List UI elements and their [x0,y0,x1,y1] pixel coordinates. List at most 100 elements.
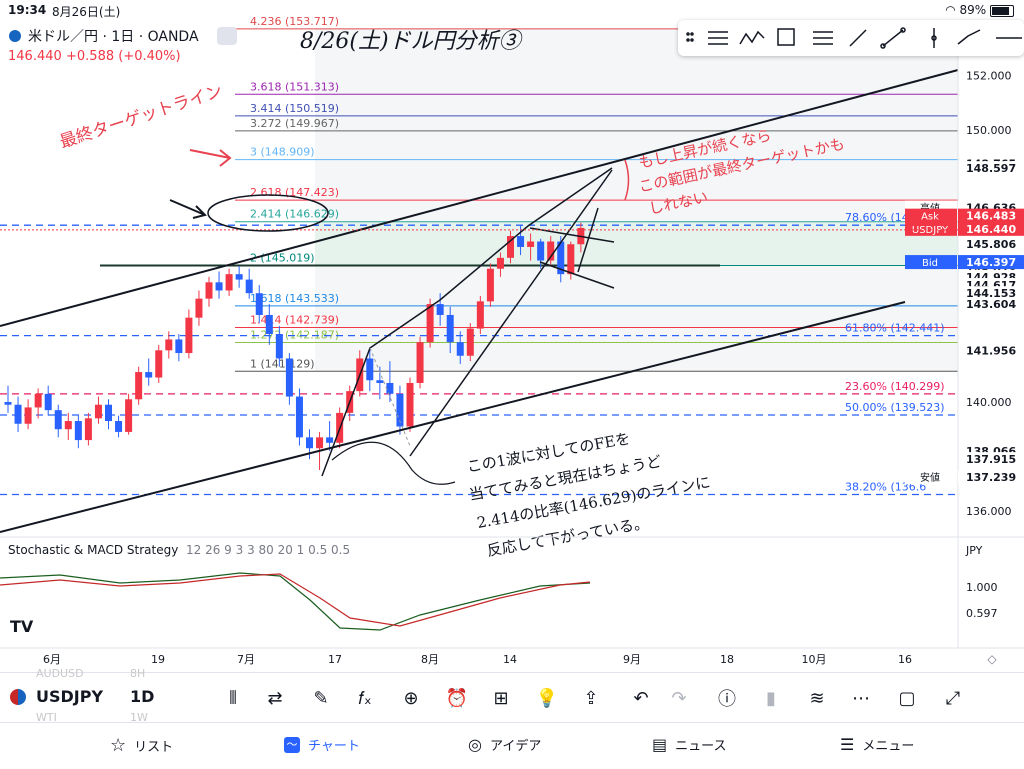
symbol-search-button[interactable]: USDJPY [36,687,104,706]
candle-body [306,437,313,449]
price-tag-background [960,452,1022,467]
candle-body [44,393,52,411]
drag-handle-icon[interactable] [686,32,694,42]
candle-body [486,268,494,302]
candle-body [547,241,555,261]
tradingview-logo: TV [10,617,34,636]
fib-retracement-icon[interactable] [813,31,833,45]
ideas-bulb-icon[interactable]: 💡 [535,687,559,709]
news-icon: ▤ [652,735,668,754]
chart-area[interactable]: 4.236 (153.717) 3.618 (151.313) 3.414 (150… [0,0,1024,672]
retracement-label: 50.00% (139.523) [845,401,945,414]
nav-ideas[interactable]: ◎ アイデア [468,735,541,754]
nav-label: チャート [308,739,360,754]
candle-body [105,404,112,422]
bottom-navigation: ☆ リスト 〜 チャート ◎ アイデア ▤ ニュース ☰ メニュー [0,722,1024,769]
ray-icon[interactable] [957,29,981,45]
fib-extension-label: 3.272 (149.967) [250,117,339,130]
fib-extension-label: 1 (141.129) [250,357,315,370]
candle-body [84,418,92,441]
low-badge-price-bg [958,470,1024,485]
add-icon[interactable]: ⊕ [403,687,419,709]
fib-extension-label: 2 (145.019) [250,251,315,264]
candle-body [396,393,404,427]
compare-icon[interactable]: ⇄ [267,687,283,709]
symbol-price-badge-bg [905,221,957,236]
replay-icon[interactable]: ≋ [809,687,825,709]
price-axis-tick: 152.000 [966,70,1012,83]
candle-body [145,372,153,378]
battery-indicator: ◠ 89% [945,3,1014,17]
drawing-pen-icon[interactable]: ✎ [313,687,329,709]
candle-body [316,437,324,449]
undo-icon[interactable]: ↶ [633,687,649,709]
indicator-params: 12 26 9 3 3 80 20 1 0.5 0.5 [186,543,350,557]
layout-grid-icon[interactable]: ⊞ [493,687,509,709]
bottom-toolbar: AUDUSD 8H WTI 1W USDJPY 1D ⫴ ⇄ ✎ 𝑓ₓ ⊕ ⏰ … [0,667,1024,724]
upper-channel-line [0,69,959,327]
wave-channel-line [409,169,613,457]
nav-news[interactable]: ▤ ニュース [652,735,726,754]
time-axis-tick: 10月 [802,653,827,666]
brush-icon[interactable] [849,29,867,47]
share-icon[interactable]: ⇪ [583,687,599,709]
final-target-note: 最終ターゲットライン [57,81,225,153]
candle-body [94,404,102,419]
price-axis-tick: 145.806 [966,238,1016,251]
symbol-flag-icon [10,689,26,705]
alert-clock-icon[interactable]: ⏰ [445,687,469,709]
candle-body [14,404,22,424]
candle-body [496,257,504,269]
fib-extension-label: 3.618 (151.313) [250,80,339,93]
time-axis-tick: 6月 [43,653,61,666]
ask-badge-price-bg [958,208,1024,223]
expand-icon[interactable]: ⤢ [945,687,961,709]
indicators-icon[interactable]: 𝑓ₓ [358,687,372,709]
candle-body [155,350,163,378]
candle-body [466,328,474,356]
candle-body [175,339,183,354]
fullscreen-square-icon[interactable]: ▢ [898,687,916,709]
low-badge-label: 安値 [920,471,940,484]
pattern-icon[interactable] [739,30,765,45]
candle-body [24,407,32,424]
signal-line [0,573,591,627]
nav-chart[interactable]: 〜 チャート [284,735,360,754]
fib-extension-label: 3.414 (150.519) [250,102,339,115]
star-icon: ☆ [110,735,127,756]
currency-label: JPY [965,544,983,557]
rectangle-icon[interactable] [777,28,795,46]
nav-watchlist[interactable]: ☆ リスト [110,735,173,756]
interval-button[interactable]: 1D [130,687,155,706]
parallel-channel-icon[interactable] [708,31,728,45]
status-bar: 19:34 8月26日(土) ◠ 89% [0,0,1024,20]
candle-body [64,421,72,430]
lower-channel-line [0,301,906,533]
candle-body [557,241,565,275]
more-icon[interactable]: ⋯ [852,687,870,709]
trend-line-icon[interactable] [880,27,906,49]
ghost-interval-2: 1W [130,711,148,724]
menu-icon: ☰ [840,735,855,754]
vertical-line-icon[interactable] [931,28,937,48]
indicator-title: Stochastic & MACD Strategy [8,543,178,557]
volume-bars-icon[interactable]: ▮ [766,687,776,709]
wifi-icon: ◠ [945,3,960,17]
time-axis-tick: 14 [503,653,517,666]
candle-body [74,421,82,441]
nav-menu[interactable]: ☰ メニュー [840,735,914,754]
symbol-price-badge-price: 146.440 [966,223,1016,236]
candle-body [537,241,545,261]
candle-body [527,241,535,247]
ghost-symbol-1: AUDUSD [36,667,84,680]
redo-icon[interactable]: ↷ [671,687,687,709]
nav-label: ニュース [675,739,727,754]
candle-type-icon[interactable]: ⫴ [229,687,237,709]
indicator-tick: 0.597 [966,607,998,620]
info-icon[interactable]: ⓘ [718,689,736,710]
bid-badge-label: Bid [922,258,938,269]
target-circle [207,194,329,232]
price-axis-tick: 150.000 [966,124,1012,137]
candle-body [295,396,303,438]
drawing-toolbar[interactable] [678,20,1024,56]
